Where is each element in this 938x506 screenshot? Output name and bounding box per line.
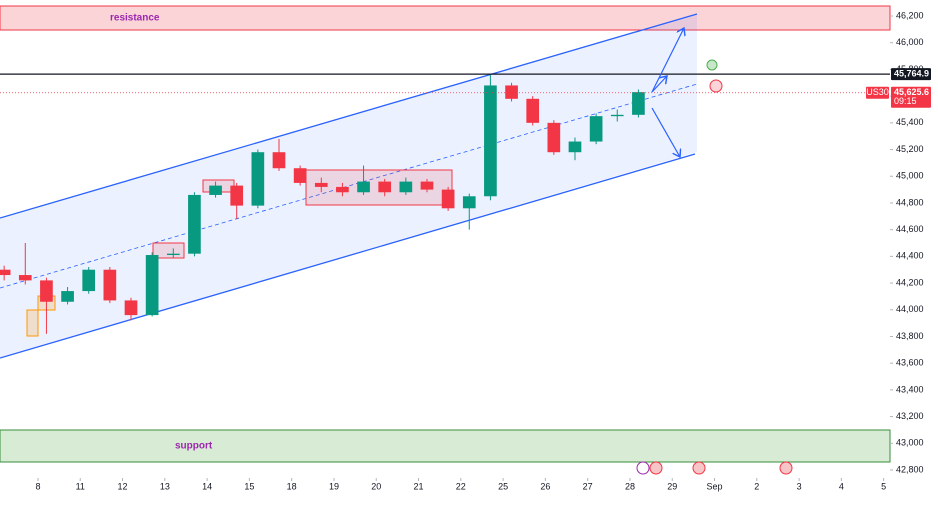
candle-body xyxy=(441,189,455,209)
main-layer xyxy=(0,73,890,334)
y-tick-label: 42,800 xyxy=(896,464,924,474)
candle-body xyxy=(18,275,32,281)
candle-body xyxy=(399,181,413,193)
candle-body xyxy=(589,116,603,142)
candle-body xyxy=(251,152,265,206)
candle-body xyxy=(124,300,138,316)
candle-body xyxy=(632,92,645,115)
y-tick-label: 44,600 xyxy=(896,224,924,234)
y-tick-label: 46,000 xyxy=(896,37,924,47)
candle-body xyxy=(145,255,159,316)
y-tick-label: 43,000 xyxy=(896,438,924,448)
price-label: 45,625.6 xyxy=(894,87,929,97)
candle-body xyxy=(314,182,328,187)
x-tick-label: 15 xyxy=(244,481,254,491)
candle-body xyxy=(103,269,117,301)
candle-body xyxy=(166,253,180,256)
y-tick-label: 43,400 xyxy=(896,384,924,394)
candle-body xyxy=(462,196,476,209)
y-tick-label: 43,600 xyxy=(896,358,924,368)
annotations xyxy=(636,28,793,475)
candle-body xyxy=(40,280,53,302)
x-tick-label: 19 xyxy=(329,481,339,491)
candle-body xyxy=(568,141,582,153)
candle-body xyxy=(547,122,561,153)
candle-body xyxy=(610,114,624,117)
price-label-box xyxy=(891,68,931,81)
x-tick-label: 3 xyxy=(797,481,802,491)
signal-dot xyxy=(706,59,718,71)
x-tick-label: 14 xyxy=(202,481,212,491)
x-tick-label: 18 xyxy=(287,481,297,491)
x-tick-label: 29 xyxy=(667,481,677,491)
candle-body xyxy=(272,152,286,169)
price-label-box xyxy=(891,86,931,108)
channel-mid xyxy=(0,83,698,289)
y-tick-label: 46,200 xyxy=(896,10,924,20)
candle-body xyxy=(420,181,434,190)
x-tick-label: 2 xyxy=(754,481,759,491)
candle-body xyxy=(230,185,244,206)
arrow xyxy=(651,76,667,93)
candle-body xyxy=(526,98,540,123)
x-tick-label: Sep xyxy=(707,481,723,491)
x-tick-label: 12 xyxy=(118,481,128,491)
symbol-label: US30 xyxy=(866,87,889,97)
x-tick-label: 4 xyxy=(839,481,844,491)
x-tick-label: 20 xyxy=(371,481,381,491)
x-tick-label: 22 xyxy=(456,481,466,491)
candle-body xyxy=(378,181,392,193)
price-label: 45,764.9 xyxy=(894,68,929,78)
y-tick-label: 44,800 xyxy=(896,197,924,207)
x-tick-label: 28 xyxy=(625,481,635,491)
candle-body xyxy=(357,181,370,193)
candle-body xyxy=(188,194,201,254)
y-tick-label: 44,000 xyxy=(896,304,924,314)
support-label: support xyxy=(175,441,213,452)
channel-upper xyxy=(0,13,698,219)
candle-body xyxy=(505,85,518,99)
arrow xyxy=(651,28,684,93)
y-tick-label: 43,200 xyxy=(896,411,924,421)
candle-body xyxy=(61,291,74,302)
x-tick-label: 21 xyxy=(414,481,424,491)
resistance-zone xyxy=(0,5,891,31)
channel-fill xyxy=(0,14,697,358)
candle-body xyxy=(293,168,307,183)
symbol-box xyxy=(866,86,889,99)
y-tick-label: 45,000 xyxy=(896,171,924,181)
price-time: 09:15 xyxy=(894,96,917,106)
y-tick-label: 44,400 xyxy=(896,251,924,261)
y-tick-label: 44,200 xyxy=(896,277,924,287)
x-tick-label: 5 xyxy=(881,481,886,491)
y-tick-label: 43,800 xyxy=(896,331,924,341)
axis-layer: 42,800 43,000 43,200 43,400 43,600 43,800 44,0… xyxy=(35,10,931,491)
resistance-label: resistance xyxy=(110,13,160,24)
y-tick-label: 45,200 xyxy=(896,144,924,154)
x-tick-label: 11 xyxy=(76,481,85,491)
event-icon[interactable] xyxy=(636,461,650,475)
x-tick-label: 26 xyxy=(540,481,550,491)
x-tick-label: 25 xyxy=(498,481,508,491)
candle-body xyxy=(82,269,96,292)
x-tick-label: 27 xyxy=(583,481,593,491)
signal-dot xyxy=(709,79,723,93)
event-icon[interactable] xyxy=(692,461,706,475)
y-tick-label: 45,400 xyxy=(896,117,924,127)
x-tick-label: 8 xyxy=(35,481,40,491)
support-zone xyxy=(0,429,891,463)
event-icon[interactable] xyxy=(779,461,793,475)
candle-body xyxy=(484,85,497,197)
arrow xyxy=(651,107,680,157)
candle-body xyxy=(336,186,349,193)
x-tick-label: 13 xyxy=(160,481,170,491)
candle-body xyxy=(0,269,11,276)
event-icon[interactable] xyxy=(649,461,663,475)
channel-lower xyxy=(0,153,696,359)
range-box xyxy=(26,309,39,337)
candle-body xyxy=(209,185,222,195)
